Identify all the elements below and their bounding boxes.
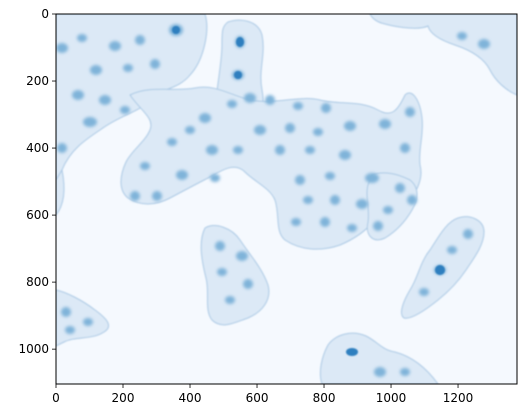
nucleus xyxy=(330,195,340,205)
nucleus xyxy=(225,296,235,304)
nucleus xyxy=(254,125,266,135)
nucleus xyxy=(236,251,248,261)
nucleus xyxy=(285,123,295,133)
nucleus xyxy=(405,107,415,117)
nucleus xyxy=(365,173,379,183)
nucleus xyxy=(65,326,75,334)
nucleus xyxy=(395,183,405,193)
nucleus xyxy=(130,191,140,201)
nucleus xyxy=(185,126,195,134)
nucleus xyxy=(379,119,391,129)
nucleus xyxy=(167,138,177,146)
nucleus xyxy=(152,191,162,201)
nucleus xyxy=(265,95,275,105)
nucleus xyxy=(339,150,351,160)
nucleus xyxy=(295,175,305,185)
nucleus xyxy=(356,199,368,209)
nucleus xyxy=(83,318,93,326)
nucleus xyxy=(419,288,429,296)
x-tick-label: 600 xyxy=(246,391,269,405)
nucleus xyxy=(227,100,237,108)
nucleus xyxy=(176,170,188,180)
nucleus-dark xyxy=(435,265,445,275)
nucleus xyxy=(140,162,150,170)
x-tick-label: 0 xyxy=(52,391,60,405)
nucleus xyxy=(407,195,417,205)
nucleus xyxy=(215,241,225,251)
nucleus xyxy=(77,34,87,42)
nucleus xyxy=(275,145,285,155)
nucleus xyxy=(135,35,145,45)
nucleus xyxy=(210,174,220,182)
nucleus xyxy=(303,196,313,204)
nucleus-dark xyxy=(346,348,358,356)
dark-nuclei xyxy=(172,26,445,356)
x-axis: 0 200 400 600 800 1000 1200 xyxy=(52,384,473,405)
y-tick-label: 0 xyxy=(41,7,49,21)
nucleus xyxy=(321,103,331,113)
nucleus xyxy=(243,279,253,289)
nucleus xyxy=(463,229,473,239)
nucleus xyxy=(61,307,71,317)
nucleus-dark xyxy=(172,26,180,34)
nucleus xyxy=(347,224,357,232)
nucleus xyxy=(400,368,410,376)
nucleus xyxy=(99,95,111,105)
y-tick-label: 600 xyxy=(26,208,49,222)
nucleus xyxy=(83,117,97,127)
nucleus xyxy=(123,64,133,72)
nucleus xyxy=(244,93,256,103)
nucleus xyxy=(72,90,84,100)
y-axis: 0 200 400 600 800 1000 xyxy=(18,7,56,356)
x-tick-label: 800 xyxy=(313,391,336,405)
nucleus xyxy=(56,43,68,53)
x-tick-label: 1000 xyxy=(376,391,407,405)
nucleus xyxy=(217,268,227,276)
image-area xyxy=(56,14,517,384)
y-tick-label: 1000 xyxy=(18,342,49,356)
x-tick-label: 200 xyxy=(112,391,135,405)
nucleus xyxy=(233,146,243,154)
nucleus xyxy=(305,146,315,154)
nucleus-dark xyxy=(236,37,244,47)
nucleus xyxy=(120,106,130,114)
x-tick-label: 1200 xyxy=(443,391,474,405)
nucleus xyxy=(457,32,467,40)
nucleus xyxy=(344,121,356,131)
nucleus xyxy=(57,143,67,153)
y-tick-label: 800 xyxy=(26,275,49,289)
y-tick-label: 400 xyxy=(26,141,49,155)
nucleus-dark xyxy=(234,71,242,79)
nucleus xyxy=(109,41,121,51)
nucleus xyxy=(291,218,301,226)
nucleus xyxy=(313,128,323,136)
nucleus xyxy=(383,206,393,214)
y-tick-label: 200 xyxy=(26,74,49,88)
nucleus xyxy=(206,145,218,155)
nucleus xyxy=(374,367,386,377)
nucleus xyxy=(199,113,211,123)
nucleus xyxy=(150,59,160,69)
x-tick-label: 400 xyxy=(179,391,202,405)
nucleus xyxy=(373,221,383,231)
cell-cluster-top-right xyxy=(369,14,517,96)
nucleus xyxy=(293,102,303,110)
nucleus xyxy=(447,246,457,254)
nucleus xyxy=(400,143,410,153)
nucleus xyxy=(325,172,335,180)
axes-frame xyxy=(55,13,518,385)
cell-nuclei xyxy=(56,24,490,377)
nucleus xyxy=(320,217,330,227)
nucleus xyxy=(90,65,102,75)
nucleus xyxy=(478,39,490,49)
